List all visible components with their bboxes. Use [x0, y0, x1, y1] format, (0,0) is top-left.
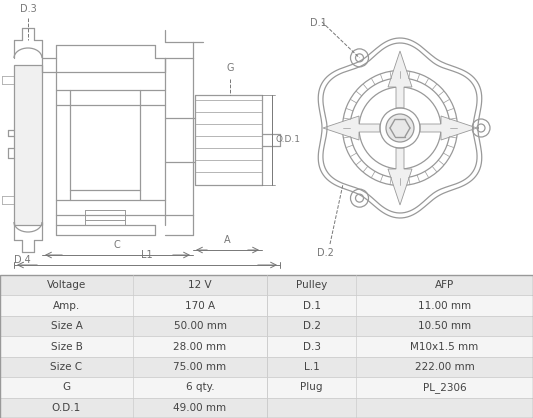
FancyArrow shape: [388, 148, 412, 205]
FancyArrow shape: [323, 116, 380, 140]
Text: 11.00 mm: 11.00 mm: [418, 301, 471, 311]
FancyArrow shape: [420, 116, 477, 140]
Text: Pulley: Pulley: [296, 280, 327, 290]
Bar: [267, 398, 533, 418]
Text: D.2: D.2: [303, 321, 320, 331]
Text: D.1: D.1: [310, 18, 327, 28]
Text: 75.00 mm: 75.00 mm: [173, 362, 227, 372]
Text: Size B: Size B: [51, 342, 83, 352]
Text: O.D.1: O.D.1: [52, 403, 81, 413]
Text: 6 qty.: 6 qty.: [185, 382, 214, 393]
Bar: [0, 0, 533, 275]
Text: Plug: Plug: [300, 382, 323, 393]
Text: Size A: Size A: [51, 321, 83, 331]
Text: 49.00 mm: 49.00 mm: [173, 403, 227, 413]
Bar: [267, 336, 533, 357]
Bar: [267, 377, 533, 398]
Text: 170 A: 170 A: [185, 301, 215, 311]
Text: D.2: D.2: [317, 248, 334, 258]
Text: C: C: [114, 240, 120, 250]
Text: Voltage: Voltage: [47, 280, 86, 290]
Text: M10x1.5 mm: M10x1.5 mm: [410, 342, 479, 352]
Bar: [14, 65, 42, 225]
Text: AFP: AFP: [435, 280, 454, 290]
Circle shape: [386, 114, 414, 142]
Text: D.1: D.1: [303, 301, 320, 311]
Text: G: G: [226, 63, 234, 73]
Bar: [0, 377, 267, 398]
Bar: [267, 357, 533, 377]
Text: 50.00 mm: 50.00 mm: [174, 321, 227, 331]
Text: D.3: D.3: [20, 4, 36, 14]
Text: L1: L1: [141, 250, 153, 260]
FancyArrow shape: [388, 51, 412, 108]
Text: Amp.: Amp.: [53, 301, 80, 311]
Text: D.4: D.4: [14, 255, 31, 265]
Bar: [0, 296, 267, 316]
Text: G: G: [62, 382, 70, 393]
Bar: [0, 336, 267, 357]
Text: L.1: L.1: [304, 362, 319, 372]
Text: 10.50 mm: 10.50 mm: [418, 321, 471, 331]
Text: 12 V: 12 V: [188, 280, 212, 290]
Text: A: A: [224, 235, 230, 245]
Text: D.3: D.3: [303, 342, 320, 352]
Text: O.D.1: O.D.1: [276, 135, 301, 145]
Bar: [267, 316, 533, 336]
Text: PL_2306: PL_2306: [423, 382, 466, 393]
Text: 222.00 mm: 222.00 mm: [415, 362, 474, 372]
Bar: [267, 296, 533, 316]
Bar: [0, 275, 533, 418]
Bar: [0, 275, 267, 296]
Bar: [0, 357, 267, 377]
Bar: [0, 316, 267, 336]
Bar: [0, 398, 267, 418]
Text: 28.00 mm: 28.00 mm: [173, 342, 227, 352]
Text: Size C: Size C: [51, 362, 83, 372]
Bar: [267, 275, 533, 296]
